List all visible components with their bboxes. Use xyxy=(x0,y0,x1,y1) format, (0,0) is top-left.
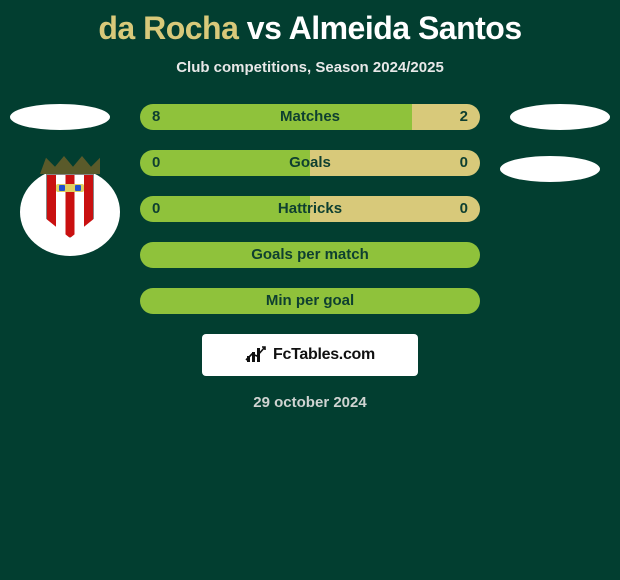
vs-text: vs xyxy=(247,10,282,46)
bar-value-right: 0 xyxy=(460,196,468,222)
bar-value-left: 0 xyxy=(152,196,160,222)
stat-bar: Hattricks0 0 xyxy=(140,196,480,222)
bar-value-right: 2 xyxy=(460,104,468,130)
bar-chart-icon xyxy=(245,346,267,364)
bar-value-right: 0 xyxy=(460,150,468,176)
page-title: da Rocha vs Almeida Santos xyxy=(0,0,620,47)
crest-knot-icon xyxy=(56,184,84,192)
bar-label: Hattricks xyxy=(140,196,480,222)
bar-label: Min per goal xyxy=(140,288,480,314)
subtitle: Club competitions, Season 2024/2025 xyxy=(0,59,620,76)
bar-label: Goals xyxy=(140,150,480,176)
bar-label: Goals per match xyxy=(140,242,480,268)
bar-value-left: 0 xyxy=(152,150,160,176)
date-text: 29 october 2024 xyxy=(0,394,620,411)
bar-value-left: 8 xyxy=(152,104,160,130)
photo-placeholder-right-2 xyxy=(500,156,600,182)
photo-placeholder-right-1 xyxy=(510,104,610,130)
club-crest xyxy=(20,156,120,256)
stat-bar: Goals0 0 xyxy=(140,150,480,176)
stat-bar: Min per goal xyxy=(140,288,480,314)
comparison-stage: Matches82Goals00Hattricks00Goals per mat… xyxy=(0,104,620,411)
stat-bar: Matches8 2 xyxy=(140,104,480,130)
stat-bar: Goals per match xyxy=(140,242,480,268)
photo-placeholder-left xyxy=(10,104,110,130)
player2-name: Almeida Santos xyxy=(289,10,522,46)
bar-label: Matches xyxy=(140,104,480,130)
brand-text: FcTables.com xyxy=(273,346,375,364)
crest-crown-icon xyxy=(40,156,100,174)
player1-name: da Rocha xyxy=(98,10,238,46)
brand-footer[interactable]: FcTables.com xyxy=(202,334,418,376)
comparison-bars: Matches82Goals00Hattricks00Goals per mat… xyxy=(140,104,480,314)
